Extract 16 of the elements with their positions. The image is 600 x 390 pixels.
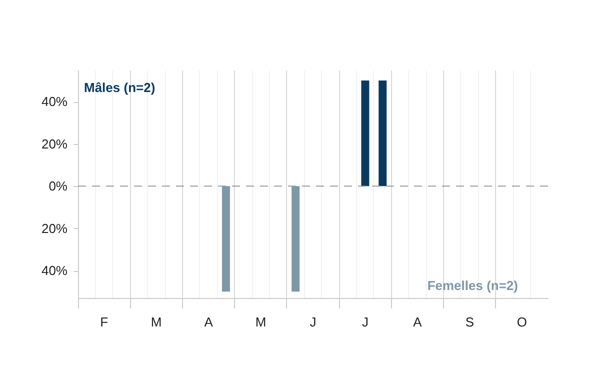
y-tick-label: 40% xyxy=(41,263,68,278)
text: Mâles (n=2) xyxy=(84,80,156,95)
y-tick-label: 20% xyxy=(41,136,68,152)
x-tick-label: J xyxy=(310,314,316,330)
x-tick-label: S xyxy=(465,314,474,330)
x-tick-label: A xyxy=(413,314,422,330)
x-tick-label: A xyxy=(204,314,214,330)
x-tick-label: J xyxy=(362,314,368,330)
x-tick-label: M xyxy=(150,314,162,330)
y-tick-label: 40% xyxy=(41,94,68,110)
y-tick-label: 20% xyxy=(41,220,68,236)
y-tick-label: 0% xyxy=(48,178,68,194)
x-tick-label: F xyxy=(100,314,108,330)
x-tick-label: M xyxy=(255,314,266,330)
x-tick-label: O xyxy=(516,314,527,330)
text: Femelles (n=2) xyxy=(427,278,518,293)
